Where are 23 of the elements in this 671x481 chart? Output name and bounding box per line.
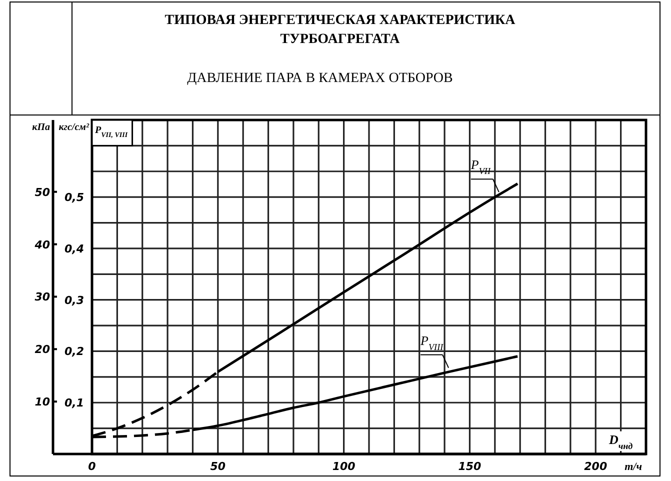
text: т/ч (624, 461, 642, 473)
x-tick-label: 0 (88, 460, 96, 473)
y-tick-label: 0,3 (64, 294, 84, 307)
y-axis-title: кгс/см² (58, 122, 90, 133)
y2-tick-label: 20 (34, 343, 50, 356)
y2-axis-title: кПа (32, 122, 50, 133)
x-tick-label: 150 (458, 460, 482, 473)
x-tick-label: 100 (332, 460, 356, 473)
y2-tick-label: 10 (34, 396, 50, 409)
y2-tick-label: 30 (34, 290, 50, 304)
x-tick-label: 50 (210, 460, 226, 473)
annotation: P$_{VII, VIII}$ (95, 125, 128, 139)
y-tick-label: 0,2 (64, 345, 84, 358)
y-tick-label: 0,5 (64, 191, 84, 204)
x-axis-title: D$_{чнд}$ (608, 432, 634, 451)
chart-subtitle: ДАВЛЕНИЕ ПАРА В КАМЕРАХ ОТБОРОВ (187, 71, 453, 86)
y-tick-label: 0,4 (64, 242, 84, 256)
y-tick-label: 0,1 (64, 396, 84, 410)
series-label: P$_{VIII}$ (420, 332, 444, 352)
x-tick-label: 200 (584, 460, 608, 473)
y2-tick-label: 50 (34, 186, 50, 199)
y2-tick-label: 40 (34, 238, 50, 252)
chart-title: ТИПОВАЯ ЭНЕРГЕТИЧЕСКАЯ ХАРАКТЕРИСТИКА ТУРБОАГРЕГАТА (164, 13, 516, 47)
